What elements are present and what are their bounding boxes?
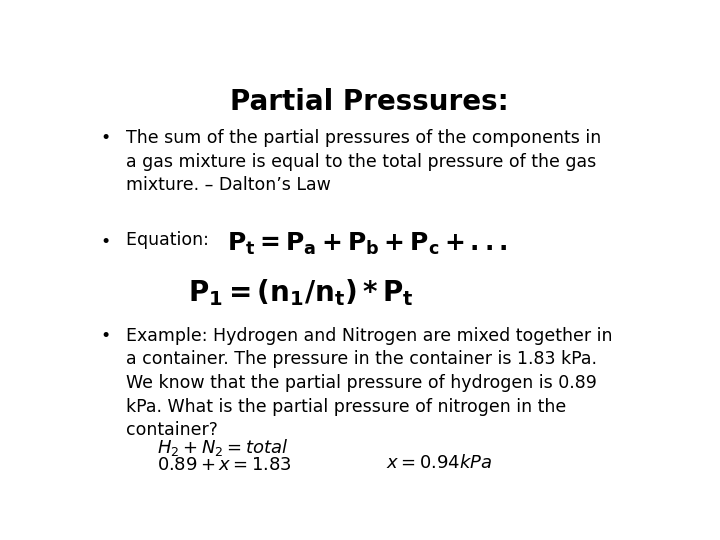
Text: •: • — [100, 129, 110, 147]
Text: The sum of the partial pressures of the components in
a gas mixture is equal to : The sum of the partial pressures of the … — [126, 129, 601, 194]
Text: •: • — [100, 233, 110, 251]
Text: $x = 0.94kPa$: $x = 0.94kPa$ — [386, 454, 492, 472]
Text: Partial Pressures:: Partial Pressures: — [230, 87, 508, 116]
Text: Equation:: Equation: — [126, 231, 215, 249]
Text: $\mathbf{P_t = P_a + P_b + P_c + ...}$: $\mathbf{P_t = P_a + P_b + P_c + ...}$ — [227, 231, 507, 258]
Text: $\mathbf{P_1 = (n_1/n_t) * P_t}$: $\mathbf{P_1 = (n_1/n_t) * P_t}$ — [188, 277, 413, 308]
Text: $H_2 + N_2 = total$: $H_2 + N_2 = total$ — [157, 437, 288, 458]
Text: Example: Hydrogen and Nitrogen are mixed together in
a container. The pressure i: Example: Hydrogen and Nitrogen are mixed… — [126, 327, 613, 439]
Text: •: • — [100, 327, 110, 345]
Text: $0.89 + x = 1.83$: $0.89 + x = 1.83$ — [157, 456, 292, 474]
